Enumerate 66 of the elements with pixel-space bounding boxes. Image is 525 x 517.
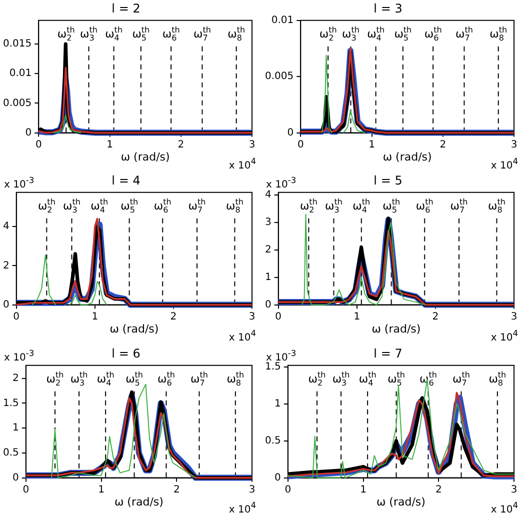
x-tick-label: 3 (510, 484, 518, 496)
chart-title: l = 2 (112, 1, 140, 16)
x-tick-label: 3 (510, 139, 518, 150)
text: x 10$^{4}$ (490, 499, 518, 517)
y-tick-label: 2 (12, 372, 19, 384)
x-tick-label: 2 (173, 484, 180, 496)
y-tick-label: 0 (2, 300, 10, 311)
x-tick-label: 3 (510, 312, 518, 323)
y-tick-label: 1 (274, 398, 281, 410)
x-tick-label: 1 (106, 139, 113, 150)
text: x 10$^{-3}$ (4, 174, 34, 192)
text: x 10$^{4}$ (228, 327, 256, 344)
y-tick-label: 0 (25, 127, 32, 138)
x-axis-title: ω (rad/s) (382, 150, 432, 164)
text: x 10$^{4}$ (228, 499, 256, 517)
text: x 10$^{4}$ (228, 154, 256, 172)
x-tick-label: 2 (440, 139, 446, 150)
chart-title: l = 7 (374, 346, 402, 360)
x-tick-label: 3 (248, 139, 256, 150)
y-tick-label: 0.005 (2, 98, 32, 109)
y-tick-label: 1 (264, 272, 272, 284)
y-tick-label: 1.5 (2, 397, 19, 408)
x-tick-label: 0 (297, 139, 304, 150)
x-tick-label: 1 (98, 484, 104, 496)
x-tick-label: 1 (360, 484, 366, 496)
y-tick-label: 0 (274, 472, 281, 484)
y-tick-label: 2 (2, 260, 10, 272)
text: x 10$^{4}$ (490, 327, 518, 344)
x-tick-label: 3 (248, 312, 256, 323)
chart-title: l = 6 (112, 346, 140, 360)
y-tick-label: 1.5 (264, 361, 281, 372)
y-tick-label: 0.01 (9, 68, 32, 80)
x-axis-title: ω (rad/s) (110, 322, 159, 336)
y-tick-label: 0 (264, 300, 272, 311)
y-tick-label: 0.015 (2, 38, 32, 50)
x-axis-title: ω (rad/s) (372, 322, 421, 336)
text: x 10$^{-3}$ (266, 174, 296, 191)
x-axis-title: ω (rad/s) (376, 494, 426, 508)
x-tick-label: 2 (178, 139, 184, 150)
y-tick-label: 2 (264, 244, 272, 256)
x-tick-label: 2 (435, 484, 442, 496)
y-tick-label: 3 (264, 217, 272, 228)
chart-title: l = 5 (374, 174, 402, 188)
text: x 10$^{-3}$ (266, 346, 296, 363)
text: x 10$^{4}$ (490, 154, 518, 172)
y-tick-label: 0.01 (271, 14, 294, 26)
text: x 10$^{-3}$ (4, 346, 34, 364)
x-tick-label: 1 (368, 139, 375, 150)
x-tick-label: 2 (170, 312, 177, 323)
x-tick-label: 1 (92, 312, 98, 323)
y-tick-label: 4 (2, 222, 10, 233)
x-tick-label: 2 (432, 312, 439, 323)
y-tick-label: 0.5 (2, 447, 19, 458)
y-tick-label: 1 (12, 422, 19, 434)
x-tick-label: 1 (354, 312, 360, 323)
x-tick-label: 0 (35, 139, 42, 150)
x-tick-label: 3 (248, 484, 256, 496)
chart-title: l = 3 (374, 1, 402, 16)
y-tick-label: 4 (264, 190, 272, 202)
y-tick-label: 0.005 (264, 71, 294, 82)
x-axis-title: ω (rad/s) (114, 494, 164, 508)
x-axis-title: ω (rad/s) (120, 150, 170, 164)
y-tick-label: 0 (287, 127, 294, 138)
chart-title: l = 4 (112, 174, 140, 188)
y-tick-label: 0 (12, 472, 19, 484)
y-tick-label: 0.5 (264, 435, 281, 446)
